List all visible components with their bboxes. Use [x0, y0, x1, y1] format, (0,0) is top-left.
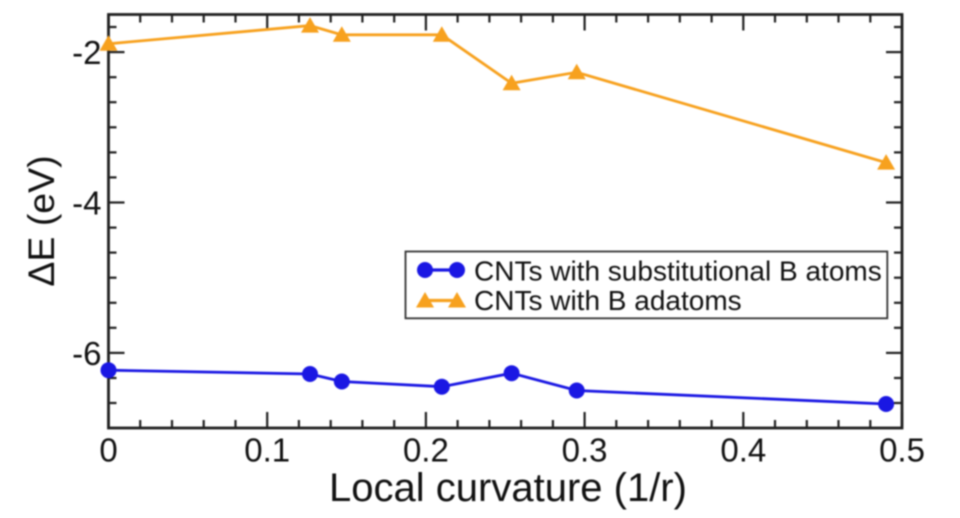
svg-text:0.5: 0.5	[879, 432, 925, 469]
svg-text:Local curvature (1/r): Local curvature (1/r)	[329, 466, 687, 510]
svg-text:0.1: 0.1	[244, 432, 290, 469]
svg-text:0.4: 0.4	[720, 432, 766, 469]
svg-text:-6: -6	[72, 335, 101, 372]
svg-text:-2: -2	[72, 34, 101, 71]
svg-text:CNTs with B adatoms: CNTs with B adatoms	[474, 285, 742, 316]
svg-text:0.3: 0.3	[562, 432, 608, 469]
svg-text:-4: -4	[72, 185, 101, 222]
svg-text:0: 0	[99, 432, 117, 469]
svg-text:0.2: 0.2	[403, 432, 449, 469]
svg-text:CNTs with substitutional B ato: CNTs with substitutional B atoms	[474, 256, 882, 287]
svg-text:ΔE (eV): ΔE (eV)	[20, 155, 62, 286]
